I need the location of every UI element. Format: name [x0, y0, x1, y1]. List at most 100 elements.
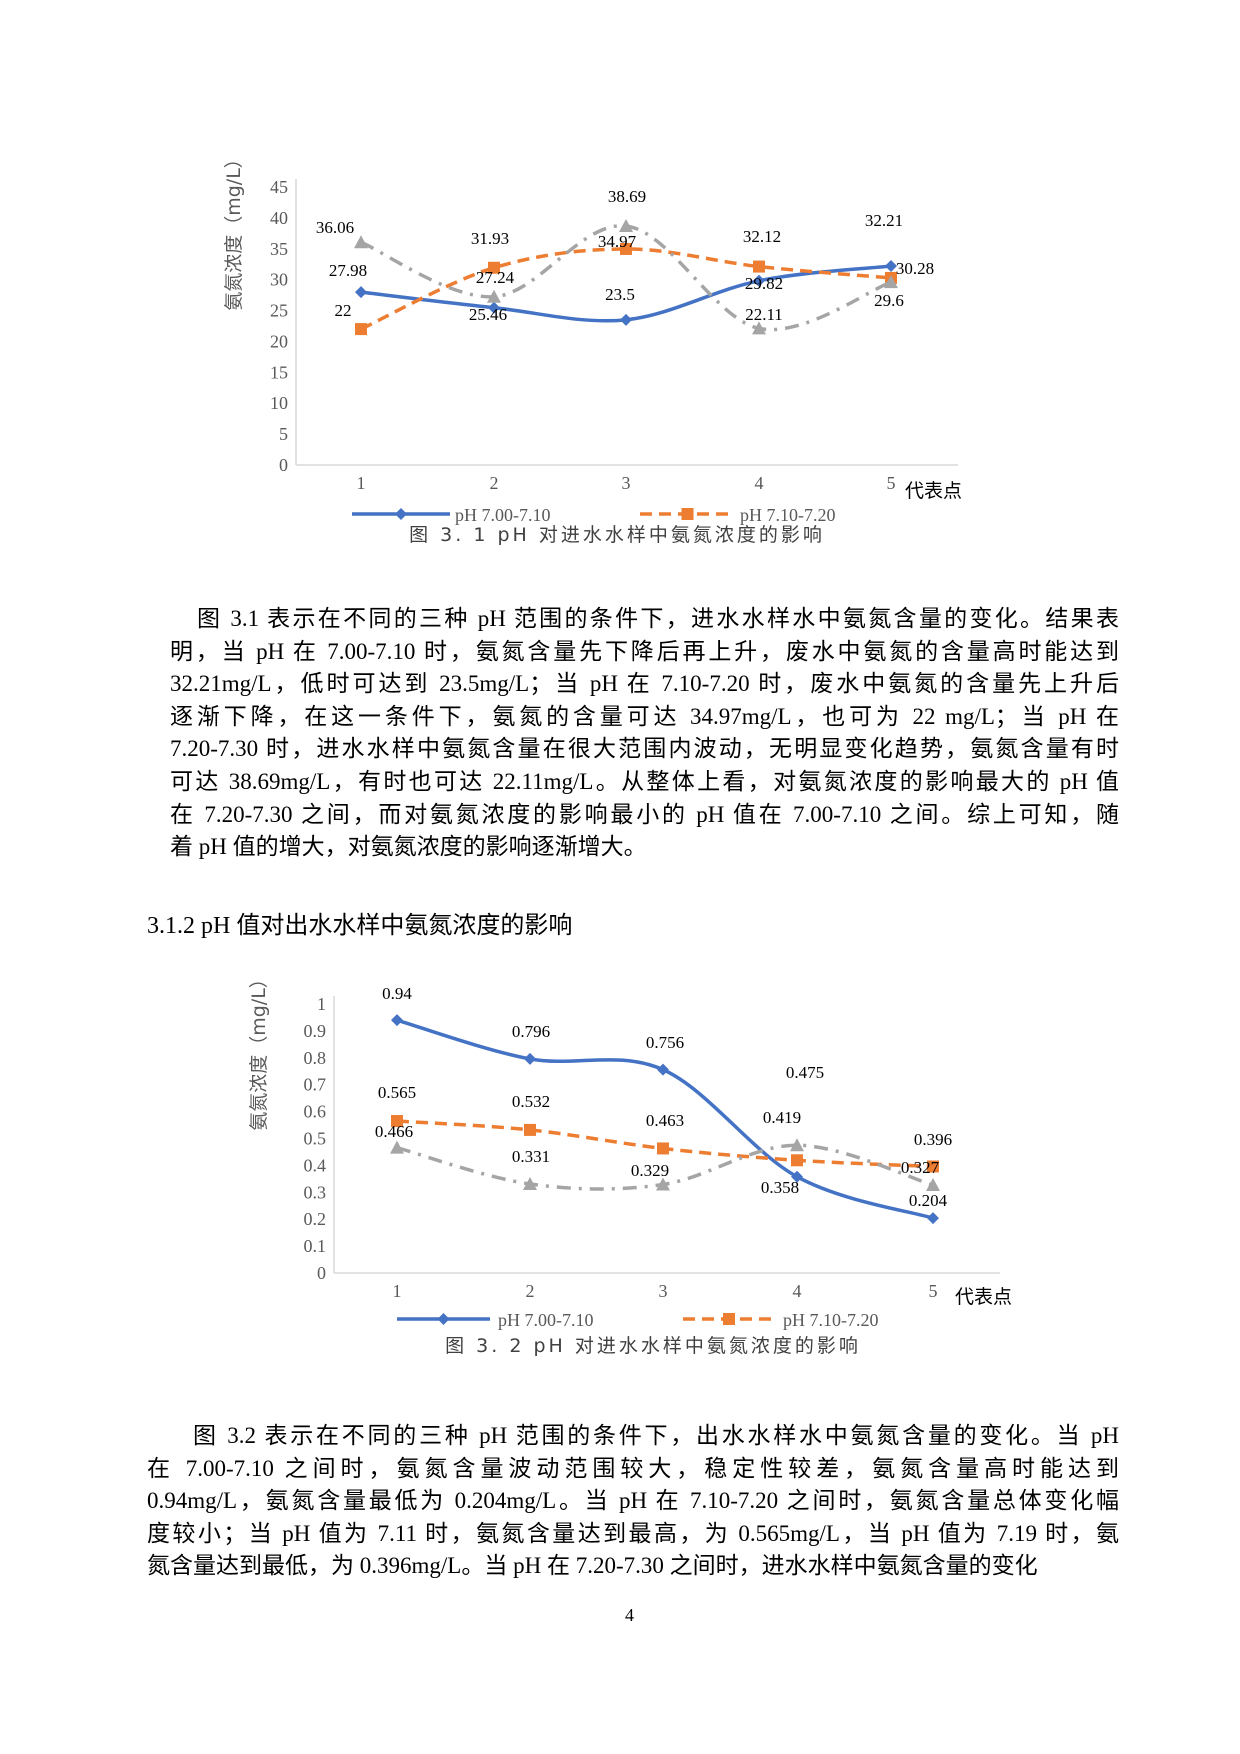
series-line [360, 247, 892, 331]
series-3: 36.06 27.24 38.69 22.11 29.6 [316, 187, 904, 335]
square-marker [657, 1142, 669, 1155]
legend-label: pH 7.10-7.20 [783, 1310, 879, 1330]
y-tick-label: 0.8 [304, 1048, 327, 1068]
x-axis-title: 代表点 [955, 1286, 1012, 1308]
y-tick-label: 45 [270, 177, 288, 197]
x-tick-label: 4 [755, 473, 764, 493]
y-tick-label: 0.6 [304, 1102, 327, 1122]
data-label: 0.565 [378, 1083, 416, 1102]
paragraph-line: 7.20-7.30 时，进水水样中氨氮含量在很大范围内波动，无明显变化趋势，氨氮… [170, 736, 1119, 762]
paragraph-line: 明，当 pH 在 7.00-7.10 时，氨氮含量先下降后再上升，废水中氨氮的含… [170, 638, 1119, 664]
series-1: 0.94 0.796 0.756 0.358 0.204 [382, 984, 948, 1225]
paragraph-2: 图 3.2 表示在不同的三种 pH 范围的条件下，出水水样水中氨氮含量的变化。当… [147, 1420, 1119, 1583]
y-tick-label: 0.4 [304, 1155, 327, 1175]
data-label: 25.46 [469, 305, 507, 324]
paragraph-line: 32.21mg/L，低时可达到 23.5mg/L；当 pH 在 7.10-7.2… [170, 671, 1119, 697]
triangle-marker [656, 1177, 670, 1191]
data-label: 29.6 [874, 291, 904, 310]
y-tick-label: 25 [270, 301, 288, 321]
square-marker [753, 260, 765, 273]
x-tick-label: 3 [659, 1281, 668, 1301]
legend-label: pH 7.00-7.10 [455, 505, 551, 525]
y-tick-label: 20 [270, 331, 288, 351]
data-label: 0.796 [512, 1022, 550, 1041]
line-chart-2: 0 0.1 0.2 0.3 0.4 0.5 0.6 0.7 0.8 0.9 1 1 2 3 4 5 代表点 氨氮浓… [248, 969, 1012, 1357]
series-2: 22 31.93 34.97 32.12 30.28 [335, 227, 934, 336]
paragraph-line: 着 pH 值的增大，对氨氮浓度的影响逐渐增大。 [170, 834, 647, 860]
square-marker [488, 261, 500, 274]
x-axis-title: 代表点 [905, 480, 962, 502]
section-heading: 3.1.2 pH 值对出水水样中氨氮浓度的影响 [147, 913, 573, 939]
data-label: 36.06 [316, 218, 354, 237]
triangle-marker [752, 321, 766, 335]
figure-caption: 图 3. 2 pH 对进水水样中氨氮浓度的影响 [445, 1335, 861, 1357]
diamond-marker [355, 286, 367, 299]
data-label: 0.419 [763, 1108, 801, 1127]
paragraph-line: 氮含量达到最低，为 0.396mg/L。当 pH 在 7.20-7.30 之间时… [147, 1553, 1038, 1579]
figure-caption: 图 3. 1 pH 对进水水样中氨氮浓度的影响 [409, 524, 825, 546]
data-label: 22 [335, 301, 352, 320]
diamond-marker [753, 274, 765, 287]
diamond-marker [657, 1063, 669, 1076]
series-3: 0.466 0.331 0.329 0.475 0.327 [375, 1063, 940, 1192]
data-label: 38.69 [608, 187, 646, 206]
square-marker [391, 1115, 403, 1128]
data-label: 0.204 [909, 1191, 948, 1210]
paragraph-line: 逐渐下降，在这一条件下，氨氮的含量可达 34.97mg/L，也可为 22 mg/… [170, 703, 1119, 729]
triangle-marker [790, 1138, 804, 1152]
diamond-marker [791, 1170, 803, 1183]
data-label: 0.475 [786, 1063, 824, 1082]
series-line [396, 1018, 934, 1220]
diamond-marker [524, 1052, 536, 1065]
data-label: 23.5 [605, 285, 635, 304]
data-label: 0.466 [375, 1122, 413, 1141]
square-marker [681, 508, 694, 520]
y-tick-label: 0 [317, 1263, 326, 1283]
triangle-marker [926, 1178, 940, 1192]
y-tick-label: 0.7 [304, 1075, 327, 1095]
x-tick-label: 4 [793, 1281, 802, 1301]
square-marker [355, 323, 367, 336]
diamond-marker [927, 1212, 939, 1225]
data-label: 32.21 [865, 211, 903, 230]
series-2: 0.565 0.532 0.463 0.419 0.396 [378, 1083, 952, 1173]
legend-label: pH 7.10-7.20 [740, 505, 836, 525]
diamond-marker [620, 313, 632, 326]
data-label: 29.82 [745, 274, 783, 293]
data-label: 0.463 [646, 1111, 684, 1130]
paragraph-1: 图 3.1 表示在不同的三种 pH 范围的条件下，进水水样水中氨氮含量的变化。结… [170, 603, 1119, 864]
diamond-marker [391, 1014, 403, 1027]
data-label: 31.93 [471, 229, 509, 248]
square-marker [620, 242, 632, 255]
x-tick-label: 2 [526, 1281, 535, 1301]
y-tick-label: 30 [270, 270, 288, 290]
data-label: 27.98 [329, 261, 367, 280]
x-tick-label: 1 [357, 473, 366, 493]
x-tick-label: 3 [622, 473, 631, 493]
data-label: 22.11 [745, 305, 783, 324]
y-tick-label: 0 [279, 455, 288, 475]
legend-label: pH 7.00-7.10 [498, 1310, 594, 1330]
paragraph-line: 0.94mg/L，氨氮含量最低为 0.204mg/L。当 pH 在 7.10-7… [147, 1488, 1119, 1514]
square-marker [927, 1160, 939, 1173]
y-tick-label: 10 [270, 393, 288, 413]
data-label: 0.94 [382, 984, 412, 1003]
x-tick-label: 1 [393, 1281, 402, 1301]
paragraph-line: 图 3.1 表示在不同的三种 pH 范围的条件下，进水水样水中氨氮含量的变化。结… [197, 606, 1119, 631]
diamond-marker [885, 260, 897, 273]
x-tick-label: 2 [490, 473, 499, 493]
square-marker [791, 1154, 803, 1167]
data-label: 0.331 [512, 1147, 550, 1166]
y-axis-title: 氨氮浓度（mg/L） [248, 969, 270, 1131]
triangle-marker [619, 218, 633, 232]
series-1: 27.98 25.46 23.5 29.82 32.21 [329, 211, 903, 326]
triangle-marker [523, 1176, 537, 1190]
y-axis-title: 氨氮浓度（mg/L） [223, 149, 245, 311]
y-tick-label: 0.3 [304, 1182, 327, 1202]
y-tick-label: 15 [270, 362, 288, 382]
y-tick-label: 0.9 [304, 1021, 327, 1041]
y-tick-label: 0.5 [304, 1129, 327, 1149]
y-tick-label: 5 [279, 424, 288, 444]
